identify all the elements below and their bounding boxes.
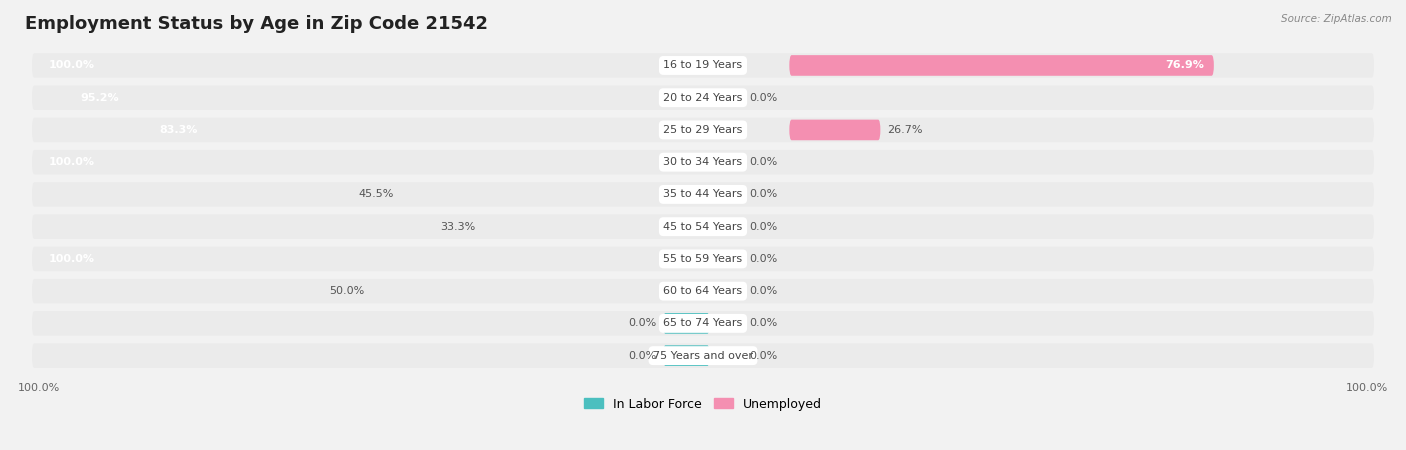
Text: 100.0%: 100.0% bbox=[49, 60, 94, 71]
Text: 0.0%: 0.0% bbox=[749, 286, 778, 296]
FancyBboxPatch shape bbox=[32, 311, 1374, 336]
Text: 33.3%: 33.3% bbox=[440, 222, 475, 232]
FancyBboxPatch shape bbox=[32, 53, 1374, 78]
Text: 0.0%: 0.0% bbox=[749, 319, 778, 328]
Text: 45.5%: 45.5% bbox=[359, 189, 394, 199]
FancyBboxPatch shape bbox=[32, 118, 1374, 142]
Text: 35 to 44 Years: 35 to 44 Years bbox=[664, 189, 742, 199]
Text: 45 to 54 Years: 45 to 54 Years bbox=[664, 222, 742, 232]
Text: 0.0%: 0.0% bbox=[749, 189, 778, 199]
Text: 50.0%: 50.0% bbox=[329, 286, 364, 296]
Text: 100.0%: 100.0% bbox=[49, 254, 94, 264]
FancyBboxPatch shape bbox=[32, 214, 1374, 239]
Text: 95.2%: 95.2% bbox=[80, 93, 120, 103]
Text: 76.9%: 76.9% bbox=[1166, 60, 1204, 71]
FancyBboxPatch shape bbox=[32, 86, 1374, 110]
Text: 25 to 29 Years: 25 to 29 Years bbox=[664, 125, 742, 135]
Text: 20 to 24 Years: 20 to 24 Years bbox=[664, 93, 742, 103]
FancyBboxPatch shape bbox=[789, 120, 880, 140]
FancyBboxPatch shape bbox=[789, 55, 1213, 76]
Text: 0.0%: 0.0% bbox=[628, 351, 657, 360]
Text: 30 to 34 Years: 30 to 34 Years bbox=[664, 157, 742, 167]
FancyBboxPatch shape bbox=[32, 182, 1374, 207]
Text: 65 to 74 Years: 65 to 74 Years bbox=[664, 319, 742, 328]
Text: Employment Status by Age in Zip Code 21542: Employment Status by Age in Zip Code 215… bbox=[25, 15, 488, 33]
Legend: In Labor Force, Unemployed: In Labor Force, Unemployed bbox=[579, 392, 827, 415]
Text: 0.0%: 0.0% bbox=[749, 254, 778, 264]
Text: 100.0%: 100.0% bbox=[49, 157, 94, 167]
Text: 75 Years and over: 75 Years and over bbox=[652, 351, 754, 360]
FancyBboxPatch shape bbox=[32, 247, 1374, 271]
Text: 16 to 19 Years: 16 to 19 Years bbox=[664, 60, 742, 71]
Text: 55 to 59 Years: 55 to 59 Years bbox=[664, 254, 742, 264]
Text: 83.3%: 83.3% bbox=[160, 125, 198, 135]
Text: 26.7%: 26.7% bbox=[887, 125, 922, 135]
FancyBboxPatch shape bbox=[32, 150, 1374, 175]
Text: 0.0%: 0.0% bbox=[749, 222, 778, 232]
Text: 60 to 64 Years: 60 to 64 Years bbox=[664, 286, 742, 296]
Text: 0.0%: 0.0% bbox=[749, 351, 778, 360]
Text: 0.0%: 0.0% bbox=[749, 157, 778, 167]
Text: 0.0%: 0.0% bbox=[749, 93, 778, 103]
FancyBboxPatch shape bbox=[32, 343, 1374, 368]
FancyBboxPatch shape bbox=[664, 313, 710, 334]
FancyBboxPatch shape bbox=[664, 345, 710, 366]
Text: 0.0%: 0.0% bbox=[628, 319, 657, 328]
FancyBboxPatch shape bbox=[32, 279, 1374, 303]
Text: Source: ZipAtlas.com: Source: ZipAtlas.com bbox=[1281, 14, 1392, 23]
